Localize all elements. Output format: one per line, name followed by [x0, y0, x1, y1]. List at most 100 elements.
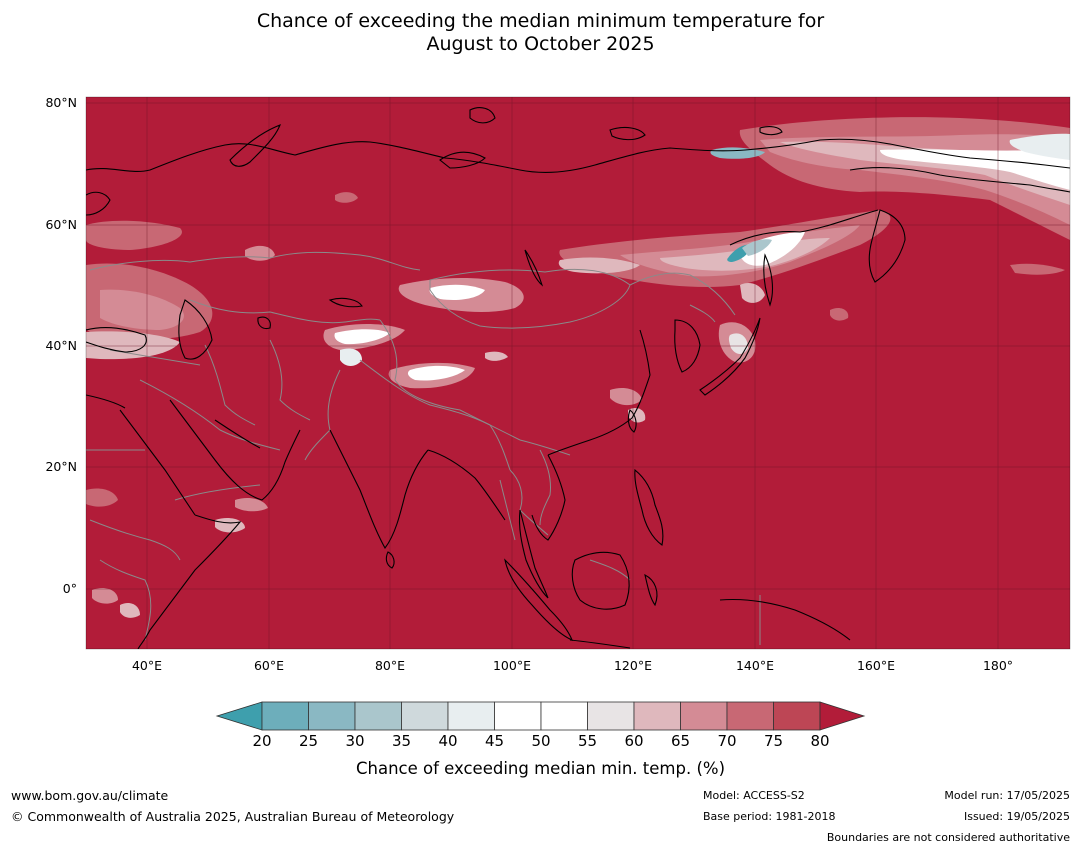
- colorbar-tick-30: 30: [345, 732, 365, 750]
- anomaly-patch-okhotsk-blue-light: [742, 239, 772, 256]
- colorbar-tick-50: 50: [531, 732, 551, 750]
- coast-east-china: [547, 329, 651, 456]
- lon-label-160e: 160°E: [856, 658, 895, 673]
- anomaly-patch-horn-africa: [215, 517, 245, 533]
- anomaly-patch-south-china: [610, 388, 642, 406]
- colorbar-tick-45: 45: [484, 732, 505, 750]
- anomaly-patch-east-africa-c: [120, 603, 140, 618]
- boundary-iran-iraq: [204, 344, 256, 426]
- boundary-myanmar-thailand: [499, 479, 516, 541]
- anomaly-patch-pacific-b: [1010, 263, 1065, 275]
- boundary-india-china: [359, 359, 511, 471]
- coast-novaya-zemlya: [229, 124, 281, 167]
- boundary-china-russia-east: [629, 272, 736, 316]
- colorbar-bin-60-65: [633, 701, 681, 731]
- coast-persian-gulf: [214, 419, 261, 449]
- lon-label-140e: 140°E: [735, 658, 774, 673]
- coast-arabia: [169, 399, 301, 501]
- boundary-saudi-yemen: [174, 484, 261, 501]
- coast-caspian: [178, 299, 213, 360]
- boundary-mongolia: [429, 268, 631, 329]
- map-title-line-1: Chance of exceeding the median minimum t…: [256, 10, 825, 32]
- colorbar-bin-35-40: [401, 701, 449, 731]
- boundary-borneo: [589, 559, 631, 581]
- coast-korea: [674, 319, 701, 373]
- footer-model-run: Model run: 17/05/2025: [944, 789, 1070, 802]
- colorbar: [215, 701, 866, 731]
- lon-label-40e: 40°E: [131, 658, 163, 673]
- coast-aral: [257, 316, 271, 330]
- anomaly-patch-pamir-white: [340, 348, 362, 366]
- lat-label-80n: 80°N: [45, 95, 77, 110]
- coast-bay-of-bengal: [427, 449, 506, 521]
- coast-taymyr: [439, 151, 486, 169]
- coast-vietnam: [531, 454, 566, 541]
- colorbar-bin-40-45: [447, 701, 495, 731]
- coast-baltic-scandinavia: [86, 191, 111, 216]
- colorbar-tick-35: 35: [391, 732, 412, 750]
- lat-label-40n: 40°N: [45, 338, 77, 353]
- coast-red-sea: [119, 409, 196, 516]
- coast-chukotka: [849, 167, 1070, 193]
- colorbar-tick-20: 20: [252, 732, 272, 750]
- colorbar-tick-40: 40: [438, 732, 458, 750]
- colorbar-tick-55: 55: [577, 732, 598, 750]
- footer-website: www.bom.gov.au/climate: [11, 788, 169, 803]
- coast-sakhalin: [763, 253, 774, 307]
- colorbar-bin-55-60: [587, 701, 635, 731]
- colorbar-tick-70: 70: [717, 732, 737, 750]
- anomaly-patch-yemen: [235, 497, 268, 512]
- coast-kamchatka: [868, 209, 906, 283]
- anomaly-patch-west-siberia-c: [335, 192, 358, 203]
- boundary-russia-kazakhstan: [89, 251, 421, 271]
- boundary-kazakhstan-south: [189, 299, 381, 324]
- anomaly-patch-japan-white: [728, 333, 748, 354]
- coast-malay-peninsula: [518, 509, 549, 599]
- anomaly-patch-altai-white: [429, 284, 485, 300]
- colorbar-tick-80: 80: [810, 732, 830, 750]
- colorbar-bin-45-50: [494, 701, 542, 731]
- coast-taiwan: [627, 409, 637, 433]
- anomaly-patch-hokkaido: [740, 283, 765, 303]
- lon-label-80e: 80°E: [374, 658, 406, 673]
- anomaly-patch-east-africa-a: [86, 488, 118, 507]
- coast-arctic: [86, 138, 1070, 174]
- map-title-line-2: August to October 2025: [426, 33, 655, 55]
- lat-label-0: 0°: [62, 581, 77, 596]
- lon-label-180: 180°: [982, 658, 1014, 673]
- boundary-saudi-north: [139, 379, 281, 451]
- footer-issued: Issued: 19/05/2025: [963, 810, 1070, 823]
- coast-okhotsk: [729, 209, 879, 246]
- anomaly-patch-tibet-white: [407, 365, 465, 381]
- coast-borneo: [571, 551, 630, 610]
- colorbar-tick-75: 75: [763, 732, 784, 750]
- anomaly-patch-black-sea-light: [86, 331, 180, 360]
- lon-label-60e: 60°E: [253, 658, 285, 673]
- coast-severnaya-zemlya: [469, 107, 496, 124]
- anomaly-patch-east-africa-b: [92, 588, 118, 604]
- map-title: Chance of exceeding the median minimum t…: [0, 10, 1081, 56]
- coastlines: [86, 107, 1070, 649]
- colorbar-bin-50-55: [540, 701, 588, 731]
- anomaly-patch-amur-white: [739, 232, 805, 266]
- colorbar-bin-25-30: [308, 701, 356, 731]
- coast-india: [329, 429, 429, 549]
- boundary-china-vietnam: [519, 439, 571, 456]
- coast-mediterranean: [86, 394, 126, 409]
- lat-label-20n: 20°N: [45, 459, 77, 474]
- coast-wrangel: [759, 126, 783, 136]
- coast-new-guinea: [719, 598, 851, 641]
- footer-copyright: © Commonwealth of Australia 2025, Austra…: [11, 809, 455, 824]
- footer-disclaimer: Boundaries are not considered authoritat…: [826, 831, 1070, 844]
- boundary-indochina-b: [539, 449, 551, 526]
- footer-model: Model: ACCESS-S2: [703, 789, 805, 802]
- colorbar-lower-extend: [215, 701, 263, 731]
- colorbar-label: Chance of exceeding median min. temp. (%…: [355, 759, 726, 778]
- coast-balkhash: [328, 297, 363, 308]
- lat-label-60n: 60°N: [45, 217, 77, 232]
- coast-java: [569, 639, 631, 649]
- probability-anomaly-patches: [86, 117, 1070, 618]
- coast-horn-africa: [137, 514, 242, 649]
- colorbar-tick-60: 60: [624, 732, 644, 750]
